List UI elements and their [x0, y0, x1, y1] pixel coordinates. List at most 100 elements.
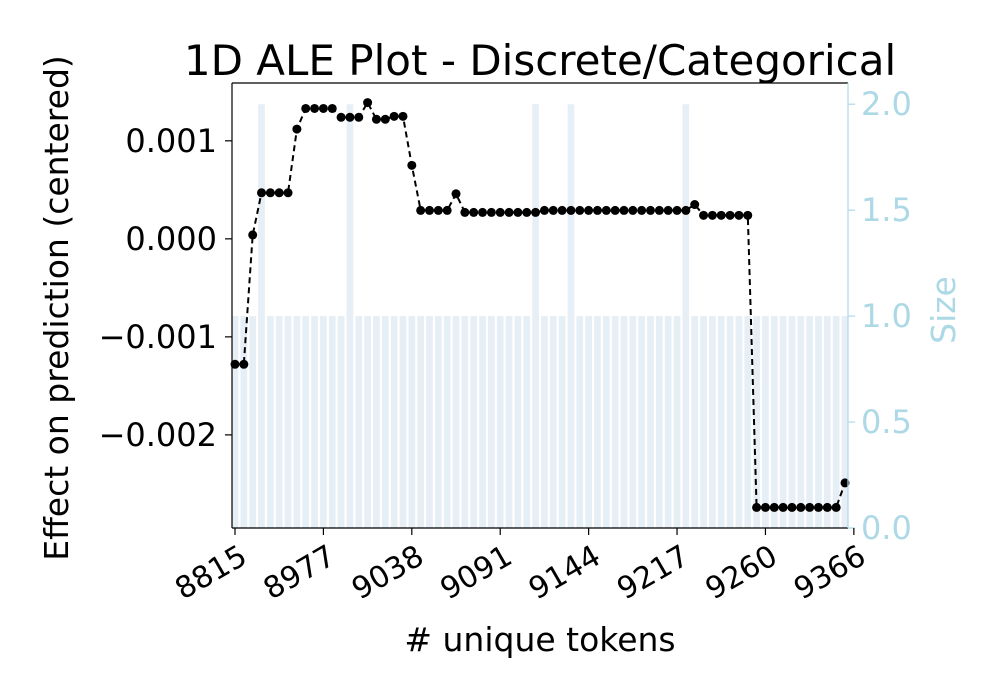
size-bar — [762, 316, 769, 528]
size-bar — [311, 316, 318, 528]
ale-point — [522, 207, 532, 217]
ale-point — [699, 210, 709, 220]
y2-tick-label: 0.5 — [861, 403, 912, 441]
size-bar — [735, 316, 743, 528]
ale-point — [548, 205, 558, 215]
ale-point — [707, 210, 717, 220]
size-bar — [514, 316, 522, 528]
y-axis-title: Effect on prediction (centered) — [37, 55, 76, 561]
size-bar — [328, 316, 336, 528]
ale-point — [495, 207, 505, 217]
size-bar — [399, 316, 407, 528]
size-bar — [452, 316, 460, 528]
ale-point — [327, 103, 337, 113]
ale-point — [345, 112, 355, 122]
size-bar — [417, 316, 424, 528]
size-bar — [364, 316, 371, 528]
size-bar — [709, 316, 716, 528]
ale-point — [734, 210, 744, 220]
ale-point — [504, 207, 514, 217]
ale-point — [424, 205, 434, 215]
ale-point — [813, 502, 823, 512]
size-bar — [823, 316, 831, 528]
size-bar — [620, 316, 628, 528]
ale-point — [460, 207, 470, 217]
ale-point — [433, 205, 443, 215]
size-bar — [275, 316, 283, 528]
y2-tick-label: 2.0 — [861, 85, 912, 123]
size-bar — [346, 104, 354, 528]
size-bar — [381, 316, 389, 528]
size-bar — [496, 316, 504, 528]
size-bars — [231, 104, 849, 528]
ale-point — [292, 124, 302, 134]
ale-points — [230, 98, 850, 512]
ale-point — [592, 205, 602, 215]
ale-point — [531, 207, 541, 217]
size-bar — [231, 316, 239, 528]
size-bar — [576, 316, 584, 528]
size-bar — [558, 316, 566, 528]
size-bar — [682, 104, 690, 528]
y-axis-ticks: 0.001 0.000 −0.001 −0.002 — [99, 122, 232, 454]
ale-point — [725, 210, 735, 220]
ale-point — [371, 114, 381, 124]
x-tick-label: 9144 — [523, 539, 607, 607]
ale-point — [230, 359, 240, 369]
size-bar — [656, 316, 663, 528]
ale-point — [628, 205, 638, 215]
ale-point — [239, 359, 249, 369]
size-bar — [505, 316, 513, 528]
x-axis-ticks: 8815 8977 9038 9091 9144 9217 9260 9366 — [169, 528, 872, 607]
size-bar — [461, 316, 469, 528]
size-bar — [373, 316, 380, 528]
size-bar — [390, 316, 398, 528]
size-bar — [479, 316, 486, 528]
ale-point — [416, 205, 426, 215]
size-bar — [293, 316, 301, 528]
ale-point — [690, 200, 700, 210]
size-bar — [717, 316, 725, 528]
size-bar — [267, 316, 274, 528]
ale-point — [354, 112, 364, 122]
ale-point — [654, 205, 664, 215]
ale-point — [601, 205, 611, 215]
ale-point — [760, 502, 770, 512]
size-bar — [700, 316, 707, 528]
y2-axis-title: Size — [924, 276, 963, 344]
ale-point — [398, 111, 408, 121]
size-bar — [258, 104, 265, 528]
size-bar — [638, 316, 646, 528]
size-bar — [523, 316, 531, 528]
ale-point — [575, 205, 585, 215]
ale-point — [831, 502, 841, 512]
ale-point — [743, 210, 753, 220]
ale-point — [248, 230, 258, 240]
size-bar — [426, 316, 433, 528]
y2-axis-ticks: 0.0 0.5 1.0 1.5 2.0 — [848, 85, 912, 547]
ale-point — [283, 188, 293, 198]
ale-point — [637, 205, 647, 215]
size-bar — [470, 316, 478, 528]
size-bar — [629, 316, 637, 528]
ale-point — [310, 103, 320, 113]
y-tick-label: 0.001 — [125, 122, 217, 160]
ale-point — [557, 205, 567, 215]
ale-point — [840, 478, 850, 488]
size-bar — [488, 316, 495, 528]
y-tick-label: −0.001 — [99, 318, 217, 356]
y2-tick-label: 1.0 — [861, 297, 912, 335]
size-bar — [320, 316, 327, 528]
ale-point — [539, 205, 549, 215]
y-tick-label: 0.000 — [125, 220, 217, 258]
x-tick-label: 9217 — [611, 539, 695, 607]
size-bar — [832, 316, 840, 528]
size-bar — [673, 316, 681, 528]
size-bar — [726, 316, 734, 528]
ale-point — [566, 205, 576, 215]
ale-point — [451, 189, 461, 199]
ale-point — [336, 112, 346, 122]
size-bar — [788, 316, 796, 528]
ale-point — [407, 160, 417, 170]
size-bar — [797, 316, 805, 528]
